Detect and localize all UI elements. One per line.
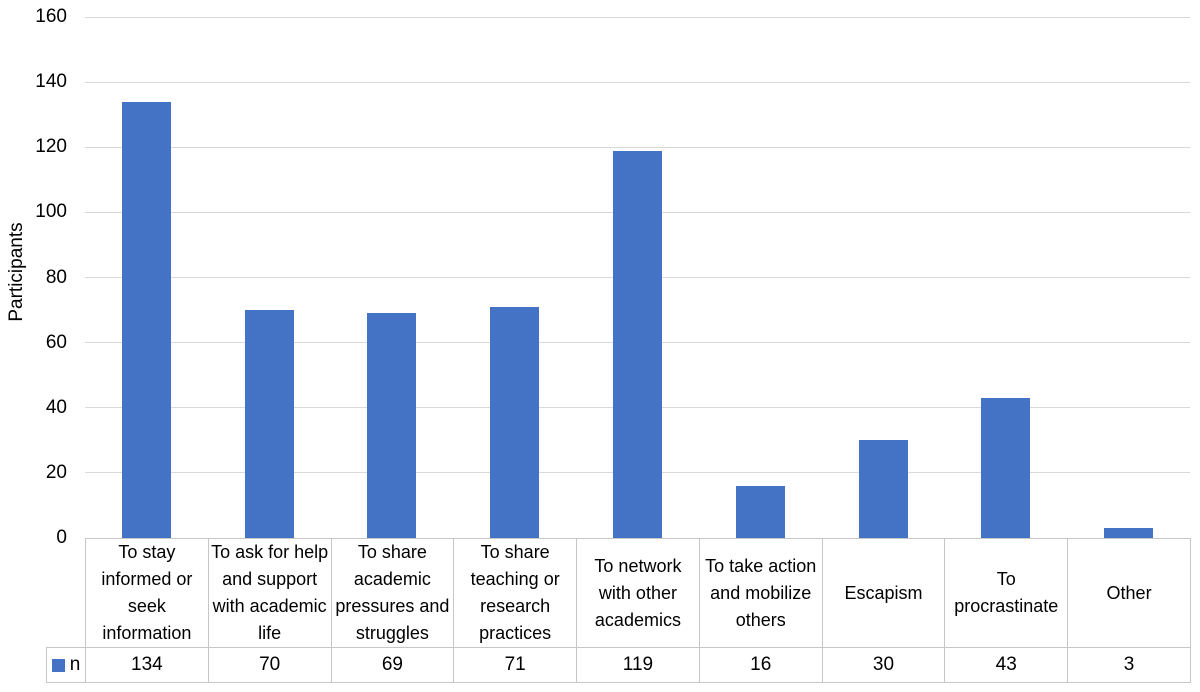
gridline [85, 81, 1190, 83]
category-cell: To network with other academics [576, 538, 700, 648]
series-name: n [69, 654, 81, 675]
value-cell: 30 [821, 647, 946, 683]
category-cell: To take action and mobilize others [698, 538, 823, 648]
legend-cell: n [46, 647, 86, 683]
value-cell: 16 [698, 647, 823, 683]
category-cell: To procrastinate [944, 538, 1069, 648]
gridline [85, 16, 1190, 18]
value-cell: 3 [1067, 647, 1191, 683]
value-cell: 71 [453, 647, 578, 683]
bar-8 [1104, 528, 1154, 538]
category-cell: To share teaching or research practices [453, 538, 578, 648]
series-swatch-icon [51, 658, 65, 672]
bar-6 [858, 440, 908, 538]
y-tick-label: 160 [35, 6, 67, 27]
bar-0 [121, 101, 171, 538]
value-cell: 70 [207, 647, 332, 683]
y-tick-label: 20 [45, 461, 67, 483]
value-cell: 119 [576, 647, 700, 683]
category-cell: Escapism [821, 538, 946, 648]
category-cell: To ask for help and support with academi… [207, 538, 332, 648]
data-table: To stay informed or seek information To a… [46, 538, 1191, 683]
value-cell: 43 [944, 647, 1069, 683]
category-cell: To share academic pressures and struggle… [330, 538, 455, 648]
bar-2 [367, 313, 417, 538]
bar-1 [244, 310, 294, 538]
y-tick-label: 80 [45, 266, 67, 288]
value-cell: 69 [330, 647, 455, 683]
value-cell: 134 [85, 647, 209, 683]
gridline [85, 146, 1190, 148]
y-tick-label: 40 [45, 396, 67, 418]
bar-4 [613, 150, 662, 538]
y-tick-label: 0 [56, 527, 67, 548]
y-tick-label: 100 [35, 201, 67, 223]
y-tick-label: 140 [35, 71, 67, 93]
bar-3 [490, 306, 540, 538]
y-tick-label: 120 [35, 136, 67, 158]
category-cell: To stay informed or seek information [85, 538, 209, 648]
plot-area [85, 16, 1190, 538]
y-tick-label: 60 [45, 331, 67, 353]
bar-7 [981, 397, 1031, 538]
table-corner-cell [47, 539, 86, 648]
bar-5 [735, 485, 785, 538]
category-cell: Other [1067, 538, 1191, 648]
